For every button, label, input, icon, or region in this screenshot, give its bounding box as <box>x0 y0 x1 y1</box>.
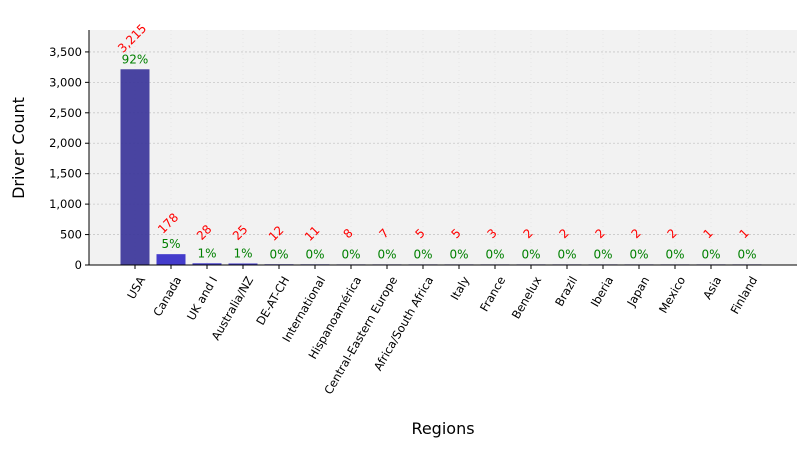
x-tick-label: Iberia <box>588 274 616 309</box>
x-tick-label: Mexico <box>656 274 688 316</box>
y-tick-label: 3,000 <box>49 75 82 89</box>
percent-label: 0% <box>737 247 756 261</box>
x-tick-label: Benelux <box>509 274 545 322</box>
percent-label: 0% <box>377 247 396 261</box>
percent-label: 5% <box>161 237 180 251</box>
bar <box>192 263 222 265</box>
bar <box>120 69 150 266</box>
y-tick-label: 2,500 <box>49 106 82 120</box>
percent-label: 0% <box>413 247 432 261</box>
x-tick-label: USA <box>124 274 148 302</box>
percent-label: 0% <box>593 247 612 261</box>
y-tick-label: 1,500 <box>49 167 82 181</box>
percent-label: 0% <box>485 247 504 261</box>
y-tick-label: 2,000 <box>49 136 82 150</box>
percent-label: 0% <box>305 247 324 261</box>
bar <box>228 263 258 265</box>
x-axis-title: Regions <box>411 419 474 438</box>
x-tick-label: Italy <box>448 274 473 303</box>
bar <box>156 254 186 265</box>
x-tick-label: Japan <box>624 274 653 310</box>
grid-lines <box>89 30 797 265</box>
percent-label: 1% <box>197 246 216 260</box>
x-tick-label: Canada <box>150 274 184 319</box>
percent-label: 0% <box>629 247 648 261</box>
y-axis-title: Driver Count <box>9 97 28 199</box>
percent-label: 0% <box>341 247 360 261</box>
y-tick-label: 0 <box>75 258 82 272</box>
y-tick-label: 500 <box>60 228 82 242</box>
percent-labels: 92% 5% 1% 1% 0% 0% 0% 0% 0% 0% 0% 0% 0% 0% 0% 0% 0% 0% <box>122 52 757 261</box>
x-tick-label: Finland <box>728 274 761 317</box>
percent-label: 92% <box>122 52 149 66</box>
x-tick-label: DE-AT-CH <box>253 274 292 328</box>
x-tick-label: UK and I <box>184 274 220 323</box>
percent-label: 0% <box>521 247 540 261</box>
x-tick-label: Asia <box>700 274 724 302</box>
percent-label: 1% <box>233 246 252 260</box>
percent-label: 0% <box>269 247 288 261</box>
percent-label: 0% <box>701 247 720 261</box>
percent-label: 0% <box>557 247 576 261</box>
x-tick-label: Brazil <box>552 274 580 309</box>
y-tick-label: 3,500 <box>49 45 82 59</box>
y-axis-ticks: 0 500 1,000 1,500 2,000 2,500 3,000 3,500 <box>49 45 89 272</box>
y-tick-label: 1,000 <box>49 197 82 211</box>
x-tick-label: France <box>477 274 508 314</box>
percent-label: 0% <box>449 247 468 261</box>
percent-label: 0% <box>665 247 684 261</box>
x-axis-ticks: USA Canada UK and IAustralia/NZDE-AT-CHInt… <box>124 265 760 397</box>
plot-background <box>89 30 797 265</box>
